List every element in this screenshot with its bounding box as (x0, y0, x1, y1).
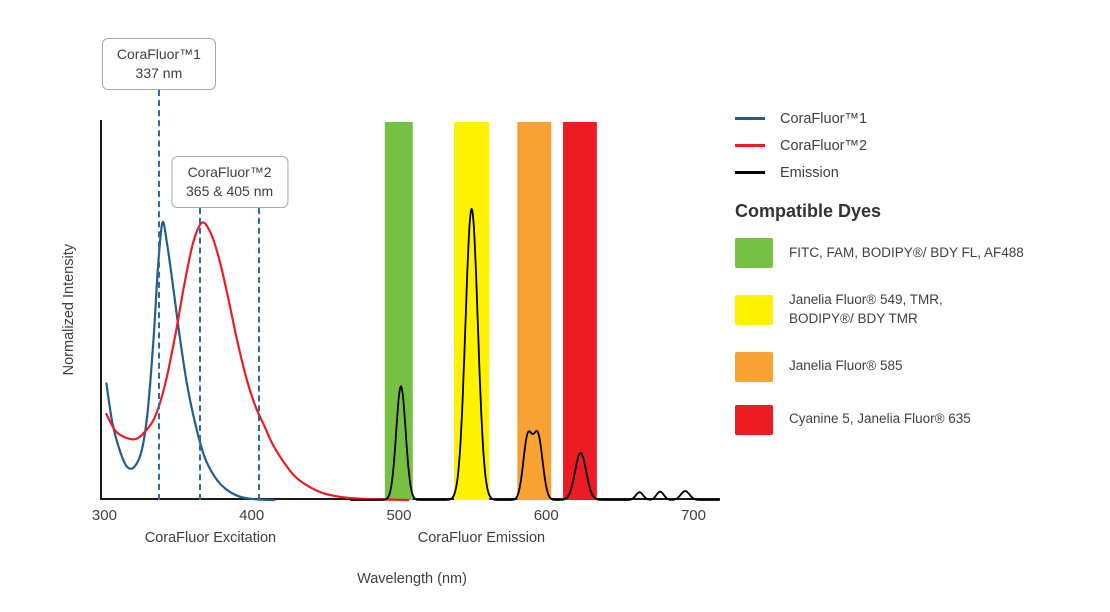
annotation-corafluor1: CoraFluor™1 337 nm (101, 38, 216, 90)
emission-band-green (384, 122, 413, 500)
x-tick-label: 500 (386, 507, 412, 524)
legend-item-corafluor1: CoraFluor™1 (735, 110, 867, 127)
legend-item-corafluor2: CoraFluor™2 (735, 137, 867, 154)
x-section-label: CoraFluor Excitation (144, 530, 277, 546)
excitation-marker-line-405nm (258, 208, 261, 500)
series-corafluor-2-excitation (105, 221, 410, 502)
annotation-title: CoraFluor™1 (116, 46, 201, 62)
legend-line-swatch (735, 171, 765, 174)
legend-label: CoraFluor™1 (780, 110, 868, 127)
compatible-dyes-list: FITC, FAM, BODIPY®/ BDY FL, AF488 Janeli… (735, 238, 1103, 435)
dye-swatch-red (735, 404, 773, 435)
dye-label: Janelia Fluor® 585 (789, 358, 903, 374)
dye-label: Janelia Fluor® 549, TMR, BODIPY®/ BDY TM… (789, 292, 943, 326)
dye-swatch-yellow (735, 294, 773, 325)
series-corafluor-1-excitation (105, 220, 276, 502)
plot-area (100, 120, 720, 502)
dye-item-red: Cyanine 5, Janelia Fluor® 635 (735, 404, 1103, 435)
annotation-wavelength: 337 nm (135, 64, 183, 81)
legend-item-emission: Emission (735, 164, 867, 181)
dye-swatch-orange (735, 351, 773, 382)
series-emission (350, 207, 720, 501)
x-axis-title: Wavelength (nm) (357, 571, 467, 587)
dye-item-yellow: Janelia Fluor® 549, TMR, BODIPY®/ BDY TM… (735, 291, 1103, 329)
emission-band-red (563, 122, 597, 500)
excitation-marker-line-365nm (199, 208, 202, 500)
emission-band-yellow (454, 122, 490, 500)
x-tick-label: 400 (239, 507, 265, 524)
dye-item-green: FITC, FAM, BODIPY®/ BDY FL, AF488 (735, 238, 1103, 268)
dye-swatch-green (735, 238, 773, 268)
spectra-chart (105, 122, 720, 502)
legend: CoraFluor™1 CoraFluor™2 Emission (735, 110, 867, 181)
y-axis-label: Normalized Intensity (61, 244, 77, 376)
emission-band-orange (517, 122, 552, 500)
dye-label: Cyanine 5, Janelia Fluor® 635 (789, 411, 971, 427)
legend-line-swatch (735, 117, 765, 120)
x-tick-label: 700 (680, 507, 706, 524)
dye-label: FITC, FAM, BODIPY®/ BDY FL, AF488 (789, 244, 1024, 260)
annotation-title: CoraFluor™2 (187, 164, 272, 180)
compatible-dyes-heading: Compatible Dyes (735, 201, 882, 221)
legend-label: CoraFluor™2 (780, 137, 868, 154)
x-tick-label: 600 (533, 507, 559, 524)
legend-line-swatch (735, 144, 765, 147)
x-tick-label: 300 (91, 507, 117, 524)
excitation-marker-line-337nm (157, 90, 160, 500)
annotation-corafluor2: CoraFluor™2 365 & 405 nm (171, 156, 289, 208)
annotation-wavelength: 365 & 405 nm (186, 182, 274, 199)
dye-item-orange: Janelia Fluor® 585 (735, 351, 1103, 382)
x-section-label: CoraFluor Emission (417, 530, 546, 546)
legend-label: Emission (780, 164, 839, 181)
